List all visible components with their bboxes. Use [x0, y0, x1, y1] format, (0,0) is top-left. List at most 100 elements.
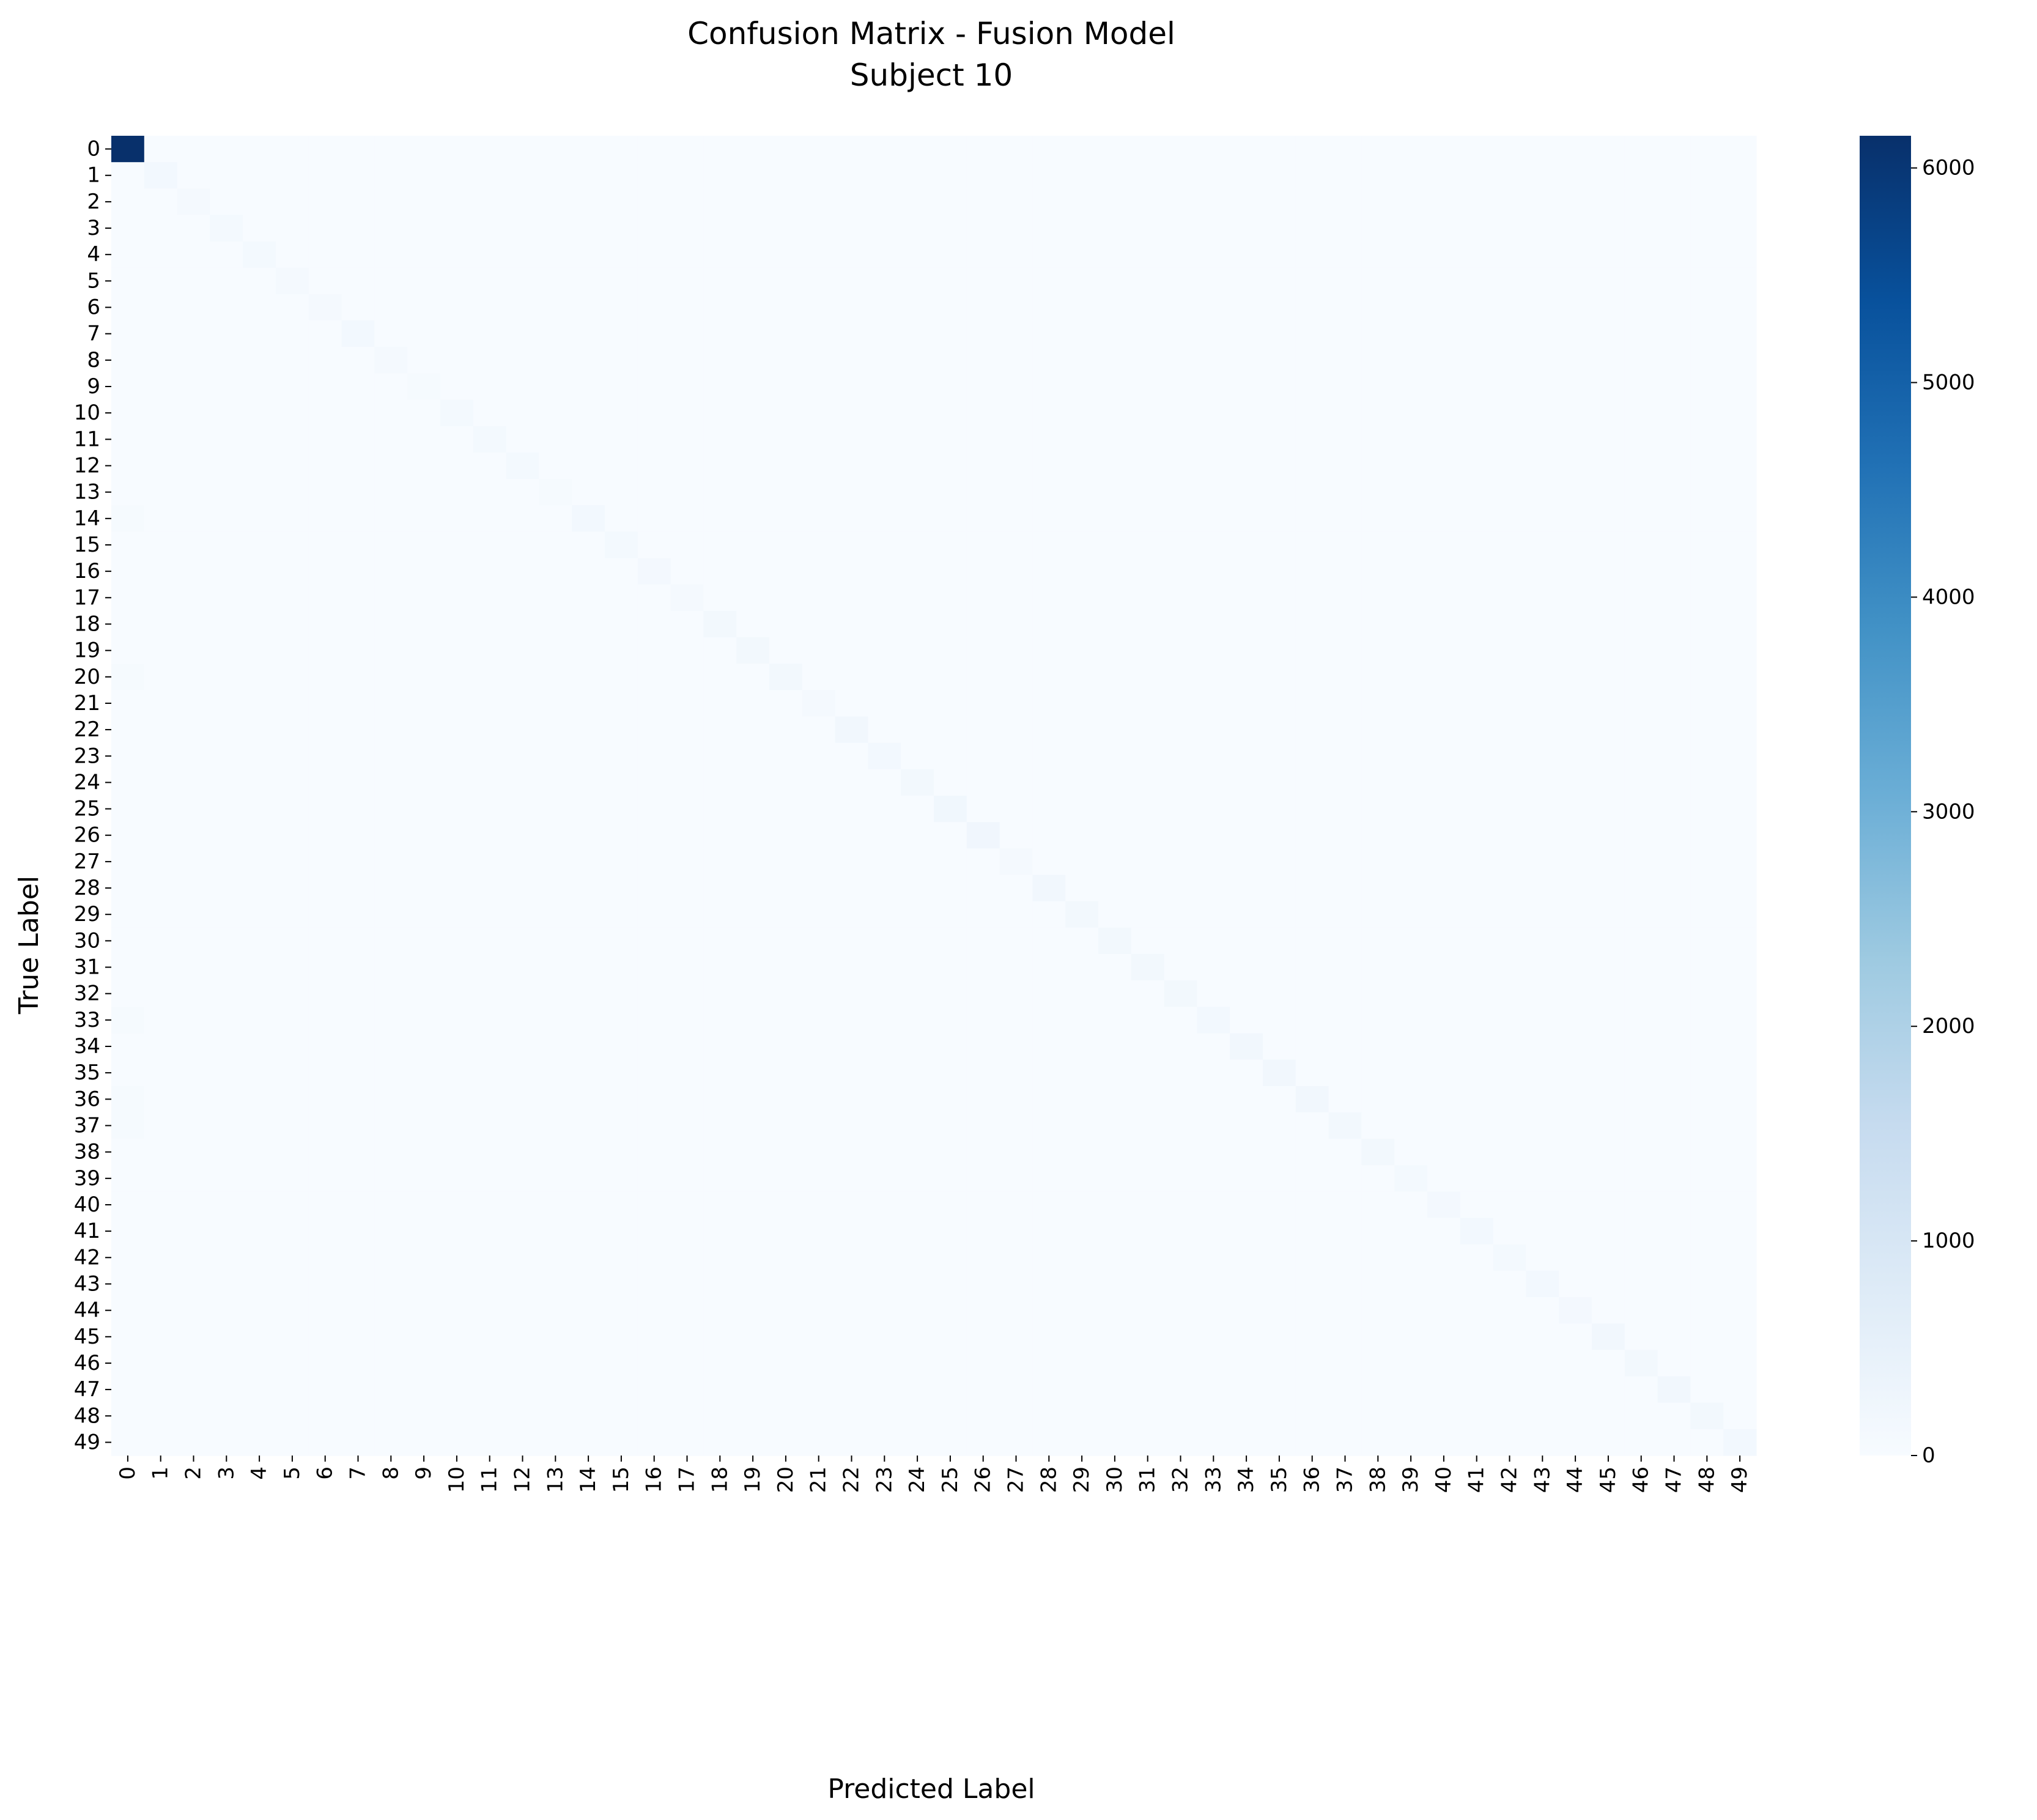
heatmap-cell-37-49	[1723, 1112, 1757, 1139]
heatmap-cell-41-25	[934, 1218, 967, 1245]
heatmap-cell-42-46	[1624, 1244, 1658, 1271]
heatmap-cell-26-31	[1131, 822, 1165, 849]
heatmap-cell-20-10	[440, 664, 474, 690]
heatmap-cell-10-12	[506, 399, 539, 427]
heatmap-cell-26-48	[1690, 822, 1724, 849]
heatmap-cell-1-26	[966, 162, 1000, 189]
colorbar-tick-label: 1000	[1922, 1229, 1975, 1253]
heatmap-cell-12-32	[1164, 452, 1197, 479]
heatmap-cell-46-3	[210, 1350, 243, 1377]
heatmap-cell-24-43	[1526, 769, 1559, 796]
heatmap-cell-12-23	[868, 452, 901, 479]
heatmap-cell-45-18	[703, 1323, 737, 1350]
heatmap-cell-20-35	[1263, 664, 1296, 690]
heatmap-cell-46-12	[506, 1350, 539, 1377]
heatmap-cell-36-2	[177, 1086, 210, 1113]
heatmap-cell-1-35	[1263, 162, 1296, 189]
y-tick-label: 12	[74, 454, 100, 478]
heatmap-cell-38-45	[1592, 1139, 1625, 1166]
heatmap-cell-2-23	[868, 188, 901, 216]
heatmap-cell-42-28	[1032, 1244, 1066, 1271]
heatmap-cell-45-22	[835, 1323, 868, 1350]
heatmap-cell-4-29	[1065, 241, 1099, 268]
heatmap-cell-17-20	[769, 584, 803, 612]
heatmap-cell-5-47	[1657, 267, 1691, 295]
heatmap-cell-18-36	[1295, 610, 1329, 638]
heatmap-cell-49-31	[1131, 1429, 1165, 1456]
heatmap-cell-33-16	[637, 1007, 671, 1034]
heatmap-cell-20-46	[1624, 664, 1658, 690]
heatmap-cell-21-22	[835, 690, 868, 717]
heatmap-cell-23-26	[966, 742, 1000, 770]
heatmap-cell-41-36	[1295, 1218, 1329, 1245]
heatmap-cell-46-5	[276, 1350, 309, 1377]
heatmap-cell-45-32	[1164, 1323, 1197, 1350]
heatmap-cell-28-16	[637, 875, 671, 902]
heatmap-cell-26-37	[1328, 822, 1362, 849]
heatmap-cell-49-6	[308, 1429, 342, 1456]
heatmap-cell-16-32	[1164, 558, 1197, 585]
heatmap-cell-14-4	[243, 505, 276, 532]
heatmap-cell-15-26	[966, 531, 1000, 559]
x-axis-label: Predicted Label	[827, 1774, 1035, 1805]
heatmap-cell-6-40	[1427, 294, 1461, 321]
heatmap-cell-42-11	[473, 1244, 507, 1271]
heatmap-cell-32-1	[144, 980, 178, 1007]
heatmap-cell-42-9	[407, 1244, 441, 1271]
heatmap-cell-46-8	[374, 1350, 408, 1377]
heatmap-cell-22-48	[1690, 716, 1724, 744]
heatmap-cell-23-9	[407, 742, 441, 770]
heatmap-cell-6-36	[1295, 294, 1329, 321]
heatmap-cell-30-28	[1032, 927, 1066, 955]
heatmap-cell-43-43	[1526, 1270, 1559, 1298]
heatmap-cell-25-34	[1230, 796, 1263, 823]
heatmap-cell-37-34	[1230, 1112, 1263, 1139]
heatmap-cell-48-44	[1559, 1402, 1592, 1430]
heatmap-cell-12-18	[703, 452, 737, 479]
heatmap-cell-15-16	[637, 531, 671, 559]
heatmap-cell-35-24	[901, 1059, 934, 1087]
heatmap-cell-49-13	[539, 1429, 572, 1456]
heatmap-cell-9-26	[966, 373, 1000, 401]
heatmap-cell-17-7	[341, 584, 375, 612]
heatmap-cell-48-39	[1394, 1402, 1428, 1430]
heatmap-cell-16-9	[407, 558, 441, 585]
heatmap-cell-38-33	[1197, 1139, 1230, 1166]
heatmap-cell-25-1	[144, 796, 178, 823]
heatmap-cell-47-42	[1493, 1376, 1526, 1404]
heatmap-cell-13-44	[1559, 479, 1592, 506]
heatmap-cell-2-5	[276, 188, 309, 216]
heatmap-cell-11-31	[1131, 426, 1165, 453]
heatmap-cell-11-13	[539, 426, 572, 453]
heatmap-cell-8-22	[835, 347, 868, 374]
heatmap-cell-23-10	[440, 742, 474, 770]
heatmap-cell-42-2	[177, 1244, 210, 1271]
heatmap-cell-2-42	[1493, 188, 1526, 216]
heatmap-cell-1-19	[736, 162, 770, 189]
heatmap-cell-6-19	[736, 294, 770, 321]
heatmap-cell-48-17	[670, 1402, 704, 1430]
heatmap-cell-40-49	[1723, 1191, 1757, 1219]
heatmap-cell-27-12	[506, 848, 539, 876]
heatmap-cell-12-17	[670, 452, 704, 479]
x-tick-label: 44	[1563, 1467, 1588, 1493]
heatmap-cell-36-10	[440, 1086, 474, 1113]
heatmap-cell-32-18	[703, 980, 737, 1007]
heatmap-cell-36-15	[605, 1086, 638, 1113]
heatmap-cell-7-21	[802, 320, 836, 347]
heatmap-cell-36-36	[1295, 1086, 1329, 1113]
heatmap-cell-45-11	[473, 1323, 507, 1350]
heatmap-cell-4-47	[1657, 241, 1691, 268]
heatmap-cell-32-13	[539, 980, 572, 1007]
heatmap-cell-16-21	[802, 558, 836, 585]
heatmap-cell-4-21	[802, 241, 836, 268]
heatmap-cell-38-4	[243, 1139, 276, 1166]
heatmap-cell-29-36	[1295, 901, 1329, 928]
heatmap-cell-20-5	[276, 664, 309, 690]
heatmap-cell-22-13	[539, 716, 572, 744]
heatmap-cell-41-37	[1328, 1218, 1362, 1245]
heatmap-cell-6-4	[243, 294, 276, 321]
heatmap-cell-26-5	[276, 822, 309, 849]
heatmap-cell-6-45	[1592, 294, 1625, 321]
heatmap-cell-28-28	[1032, 875, 1066, 902]
